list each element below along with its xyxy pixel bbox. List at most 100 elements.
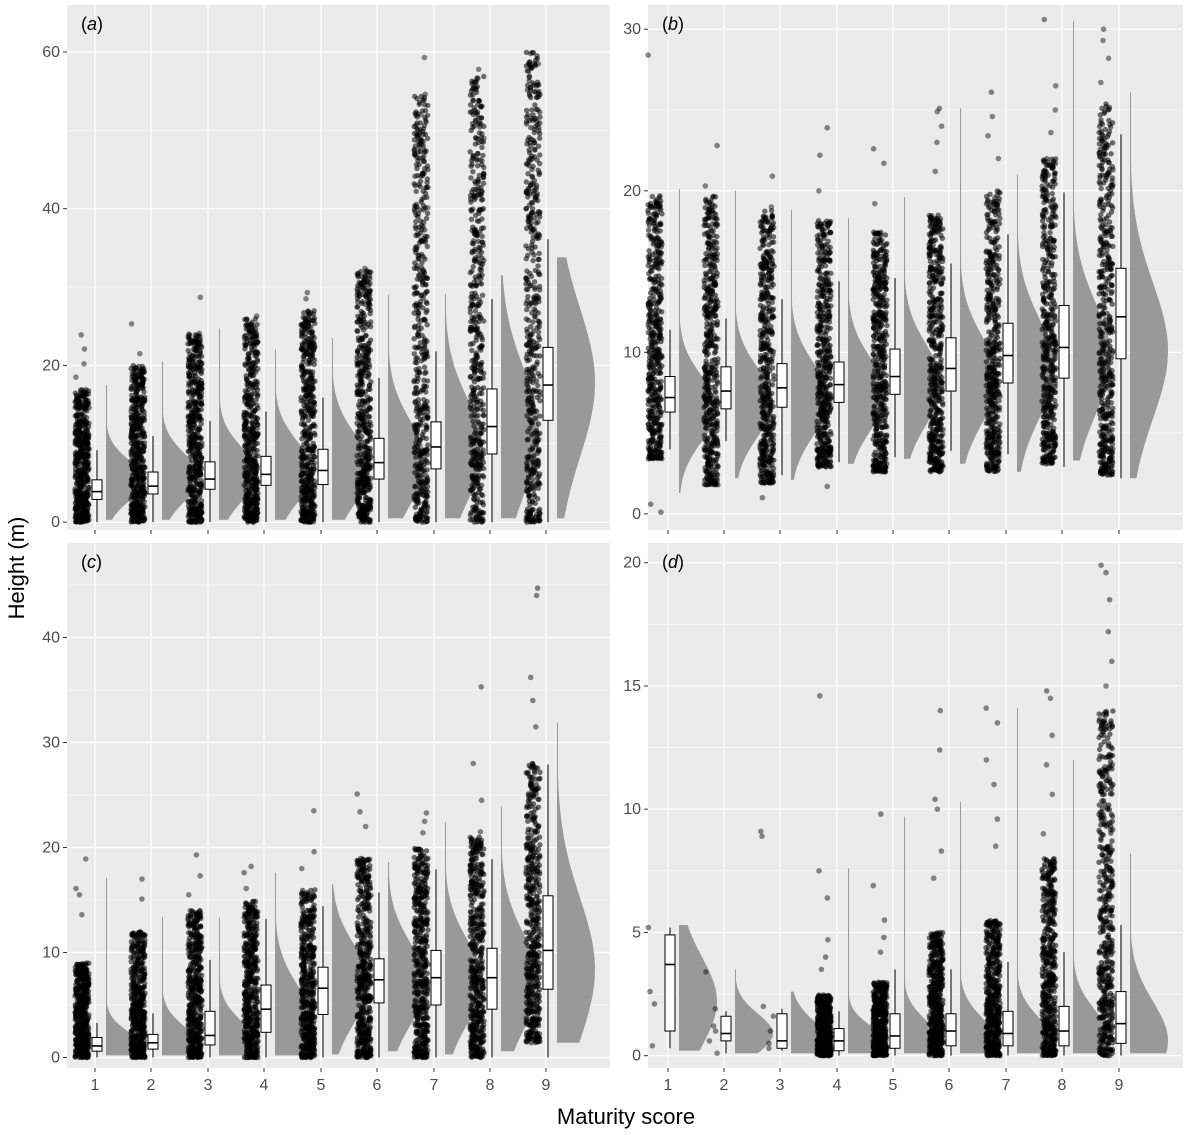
data-point xyxy=(467,269,473,276)
data-point xyxy=(532,286,538,292)
data-point xyxy=(365,437,371,444)
data-point xyxy=(411,147,417,154)
data-point xyxy=(477,266,483,273)
data-point xyxy=(355,361,362,367)
data-point xyxy=(525,171,531,177)
data-point xyxy=(128,476,135,483)
data-point xyxy=(246,518,252,524)
data-point xyxy=(413,246,420,253)
data-point xyxy=(654,243,660,249)
data-point xyxy=(473,437,480,443)
data-point xyxy=(354,328,360,334)
outlier-point xyxy=(422,91,429,98)
data-point xyxy=(470,448,477,455)
data-point xyxy=(358,318,364,325)
data-point xyxy=(359,298,366,305)
data-point xyxy=(469,227,475,234)
data-point xyxy=(414,421,420,428)
data-point xyxy=(472,248,478,254)
data-point xyxy=(304,393,310,399)
data-point xyxy=(414,133,420,139)
data-point xyxy=(129,397,135,403)
data-point xyxy=(537,214,543,220)
data-point xyxy=(471,79,477,85)
data-point xyxy=(532,102,538,108)
data-point xyxy=(424,403,430,410)
data-point xyxy=(252,504,259,510)
data-point xyxy=(135,481,141,488)
data-point xyxy=(412,344,418,350)
data-point xyxy=(530,373,536,379)
panel-label: (b) xyxy=(662,14,684,34)
outlier-point xyxy=(647,501,654,508)
data-point xyxy=(310,468,316,475)
data-point xyxy=(85,502,92,508)
data-point xyxy=(298,421,305,427)
box-iqr xyxy=(664,376,676,413)
data-point xyxy=(244,393,250,399)
data-point xyxy=(412,483,418,489)
data-point xyxy=(480,447,486,453)
data-point xyxy=(523,205,530,212)
data-point xyxy=(523,179,529,185)
data-point xyxy=(135,475,141,482)
data-point xyxy=(478,115,485,121)
data-point xyxy=(244,376,250,383)
data-point xyxy=(365,341,371,347)
data-point xyxy=(424,478,430,485)
data-point xyxy=(73,449,79,455)
data-point xyxy=(536,334,542,340)
data-point xyxy=(532,299,538,306)
data-point xyxy=(531,339,537,345)
data-point xyxy=(529,467,535,473)
data-point xyxy=(411,336,417,342)
data-point xyxy=(253,487,259,494)
data-point xyxy=(131,367,137,373)
data-point xyxy=(474,407,480,413)
data-point xyxy=(414,369,421,375)
data-point xyxy=(138,394,144,400)
data-point xyxy=(657,434,664,441)
data-point xyxy=(250,372,257,379)
data-point xyxy=(646,375,652,381)
data-point xyxy=(413,122,419,128)
data-point xyxy=(77,453,83,459)
data-point xyxy=(480,152,486,159)
data-point xyxy=(187,337,194,343)
data-point xyxy=(525,428,531,435)
data-point xyxy=(523,355,529,361)
data-point xyxy=(199,360,205,367)
data-point xyxy=(532,146,538,152)
data-point xyxy=(523,161,530,167)
data-point xyxy=(253,478,260,484)
data-point xyxy=(420,97,426,104)
data-point xyxy=(537,283,543,290)
data-point xyxy=(139,432,145,438)
data-point xyxy=(250,382,257,388)
data-point xyxy=(250,421,256,428)
data-point xyxy=(532,439,538,445)
data-point xyxy=(198,398,204,404)
data-point xyxy=(252,340,258,346)
data-point xyxy=(418,230,424,236)
data-point xyxy=(421,122,428,129)
data-point xyxy=(473,293,480,299)
data-point xyxy=(414,403,420,409)
data-point xyxy=(659,309,665,315)
y-tick-label: 10 xyxy=(623,344,641,361)
data-point xyxy=(529,392,535,399)
data-point xyxy=(480,385,487,391)
data-point xyxy=(527,407,533,413)
box-iqr xyxy=(430,421,442,470)
data-point xyxy=(479,509,485,516)
data-point xyxy=(535,263,541,269)
data-point xyxy=(308,334,315,341)
data-point xyxy=(648,343,655,349)
data-point xyxy=(423,289,429,295)
y-tick-label: 20 xyxy=(42,357,60,374)
data-point xyxy=(526,191,533,197)
data-point xyxy=(244,429,250,435)
data-point xyxy=(413,112,419,119)
data-point xyxy=(359,336,365,342)
data-point xyxy=(478,430,485,437)
